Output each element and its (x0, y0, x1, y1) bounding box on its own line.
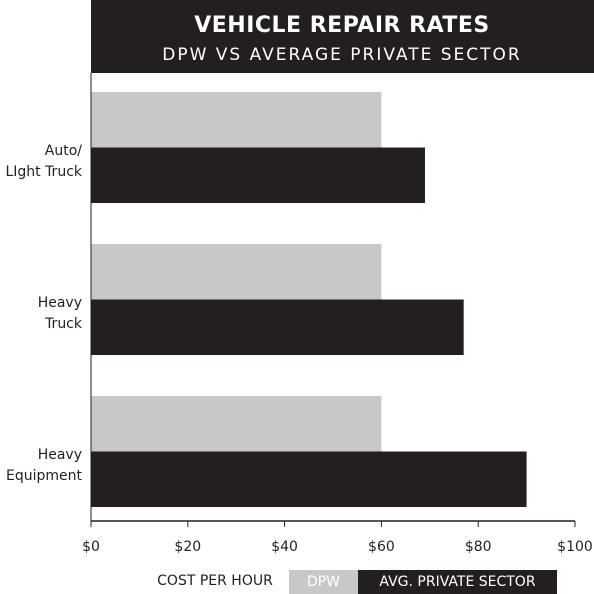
bar (91, 244, 382, 300)
bar (91, 299, 464, 355)
bar (91, 92, 382, 148)
x-tick-label: $60 (368, 539, 395, 555)
x-tick-label: $20 (174, 539, 201, 555)
chart-subtitle: DPW VS AVERAGE PRIVATE SECTOR (162, 45, 522, 65)
y-tick-label: Auto/LIght Truck (5, 143, 82, 180)
x-tick-label: $40 (271, 539, 298, 555)
chart-title: VEHICLE REPAIR RATES (194, 13, 490, 38)
legend-swatch (358, 570, 557, 594)
bar (91, 451, 527, 507)
x-tick-label: $80 (465, 539, 492, 555)
legend-swatch (289, 570, 358, 594)
bar (91, 147, 425, 203)
x-tick-label: $100 (557, 539, 593, 555)
legend-label: AVG. PRIVATE SECTOR (379, 574, 535, 590)
legend-label: DPW (307, 574, 340, 590)
bar (91, 396, 382, 452)
x-axis-label: COST PER HOUR (157, 573, 273, 589)
y-tick-label: Heavy Equipment (6, 447, 83, 484)
x-tick-label: $0 (82, 539, 100, 555)
title-box (91, 0, 594, 73)
y-tick-label: Heavy Truck (38, 295, 83, 332)
